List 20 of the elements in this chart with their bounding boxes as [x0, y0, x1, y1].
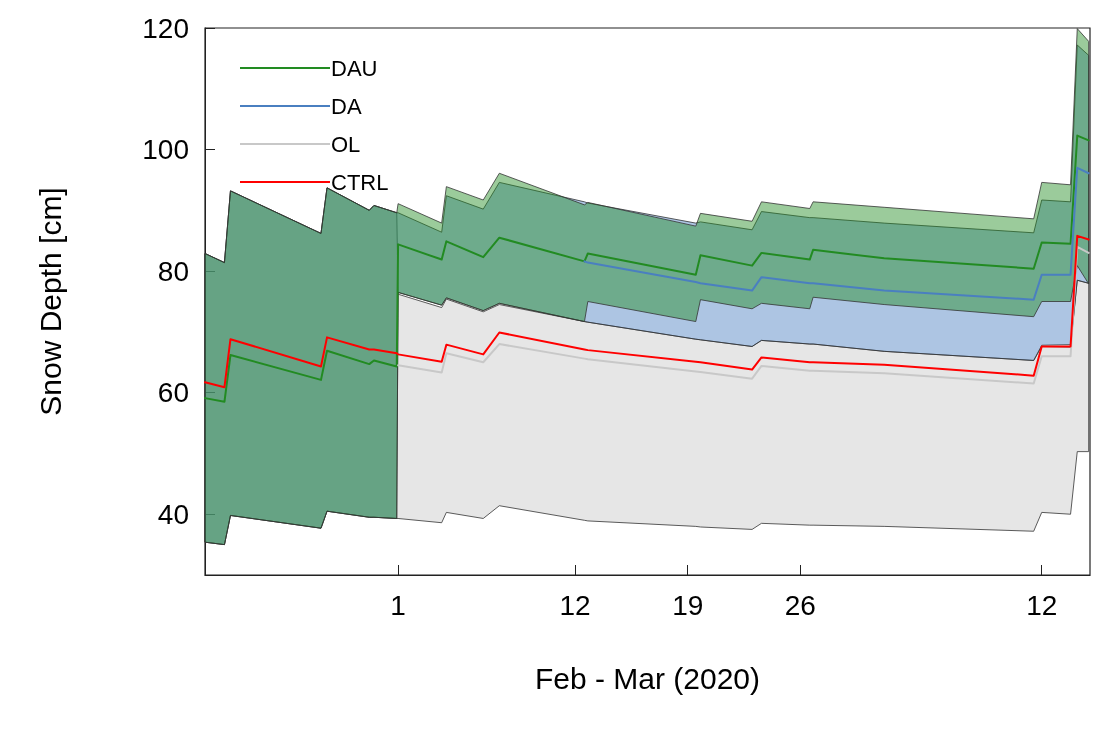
x-axis-title: Feb - Mar (2020): [534, 661, 761, 695]
x-tick-label: 19: [672, 589, 704, 621]
legend-label: DA: [331, 93, 362, 119]
y-tick-label: 60: [157, 377, 189, 409]
x-tick-label: 26: [784, 589, 816, 621]
x-tick-label: 12: [1026, 589, 1058, 621]
legend-label: DAU: [331, 55, 378, 81]
line-series: [583, 166, 1090, 301]
y-tick-label: 80: [157, 255, 189, 287]
y-tick-label: 40: [157, 498, 189, 530]
y-tick-label: 100: [142, 134, 189, 166]
x-tick-label: 12: [559, 589, 591, 621]
y-axis-title: Snow Depth [cm]: [33, 187, 67, 416]
x-tick-label: 1: [390, 589, 406, 621]
line-series: [397, 245, 1090, 385]
line-series: [204, 234, 1090, 389]
legend-label: CTRL: [331, 169, 389, 195]
legend-label: OL: [331, 131, 361, 157]
y-tick-label: 120: [142, 12, 189, 44]
line-series: [204, 134, 1090, 403]
